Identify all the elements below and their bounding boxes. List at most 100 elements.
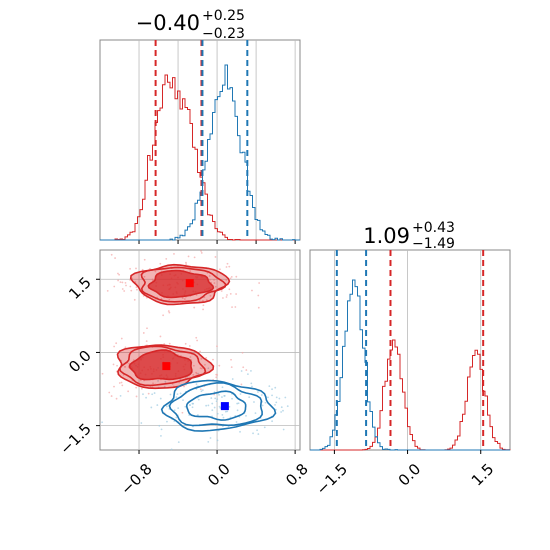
blue-sample-point — [267, 396, 269, 399]
red-sample-point — [125, 284, 127, 287]
red-sample-point — [220, 290, 223, 292]
red-sample-point — [251, 289, 253, 292]
blue-sample-point — [215, 400, 218, 403]
blue-sample-point — [268, 385, 271, 388]
blue-sample-point — [156, 404, 159, 406]
red-sample-point — [199, 388, 202, 391]
red-sample-point — [124, 346, 127, 349]
blue-sample-point — [182, 399, 184, 402]
blue-sample-point — [211, 402, 214, 405]
red-sample-point — [135, 386, 138, 389]
red-sample-point — [200, 357, 203, 360]
red-sample-point — [117, 272, 119, 275]
blue-sample-point — [271, 388, 273, 391]
blue-contour-mid — [168, 381, 263, 427]
blue-sample-point — [271, 420, 273, 423]
red-sample-point — [216, 345, 218, 348]
red-sample-point — [129, 267, 131, 270]
red-sample-point — [230, 275, 233, 278]
red-sample-point — [108, 391, 111, 394]
red-sample-point — [143, 258, 146, 261]
blue-sample-point — [207, 367, 210, 370]
red-sample-point — [115, 342, 118, 345]
blue-sample-point — [166, 420, 168, 423]
blue-sample-point — [210, 397, 213, 399]
blue-sample-point — [200, 390, 203, 393]
blue-sample-point — [218, 393, 220, 396]
blue-sample-point — [239, 430, 241, 433]
red-sample-point — [258, 282, 261, 284]
blue-sample-point — [237, 402, 240, 405]
blue-sample-point — [216, 398, 219, 400]
red-sample-point — [135, 286, 138, 289]
red-sample-point — [200, 367, 203, 370]
blue-sample-point — [286, 405, 289, 408]
blue-histogram — [310, 279, 510, 451]
blue-sample-point — [101, 421, 104, 424]
blue-sample-point — [175, 416, 178, 419]
x-tick-label: −1.5 — [313, 460, 351, 498]
blue-sample-point — [197, 398, 200, 401]
blue-contour-outer — [160, 379, 277, 432]
blue-sample-point — [189, 404, 191, 407]
red-contour-inner — [128, 349, 193, 381]
red-sample-point — [226, 262, 229, 265]
blue-sample-point — [151, 393, 154, 396]
blue-sample-point — [191, 402, 194, 405]
red-sample-point — [225, 296, 228, 298]
blue-sample-point — [250, 370, 252, 372]
red-sample-point — [168, 342, 171, 345]
marginal-x-title-plus: +0.25 — [202, 8, 245, 24]
red-sample-point — [143, 275, 146, 278]
blue-sample-point — [248, 396, 251, 399]
blue-sample-point — [257, 391, 259, 393]
blue-sample-point — [160, 435, 162, 437]
red-sample-point — [135, 395, 138, 398]
red-sample-point — [146, 327, 148, 330]
red-sample-point — [257, 306, 260, 309]
red-sample-point — [127, 390, 130, 393]
red-sample-point — [163, 343, 166, 345]
red-sample-point — [120, 381, 123, 384]
red-sample-point — [123, 290, 126, 292]
blue-sample-point — [221, 386, 224, 389]
red-sample-point — [141, 268, 144, 271]
red-sample-point — [193, 306, 196, 309]
marginal-y-title-plus: +0.43 — [412, 220, 455, 236]
red-sample-point — [106, 289, 109, 292]
blue-sample-point — [119, 394, 122, 397]
blue-sample-point — [145, 396, 147, 399]
x-tick-label: −0.8 — [117, 460, 155, 498]
marginal-x-title-value: −0.40 — [136, 11, 200, 35]
red-sample-point — [218, 364, 221, 367]
red-sample-point — [113, 385, 115, 388]
blue-sample-point — [264, 401, 267, 404]
red-sample-point — [229, 293, 232, 295]
blue-sample-point — [282, 428, 285, 431]
blue-sample-point — [165, 405, 168, 408]
y-tick-label: −1.5 — [56, 420, 94, 458]
red-sample-point — [235, 275, 238, 278]
red-sample-point — [181, 411, 184, 414]
x-tick-label: 0.0 — [395, 460, 425, 490]
red-sample-point — [136, 288, 138, 291]
blue-sample-point — [250, 382, 253, 385]
red-sample-point — [222, 297, 224, 299]
red-sample-point — [142, 332, 145, 334]
blue-sample-point — [207, 440, 210, 443]
x-tick-label: 0.0 — [204, 460, 234, 490]
red-sample-point — [193, 364, 195, 367]
blue-sample-point — [201, 389, 204, 392]
red-marker — [162, 362, 171, 371]
red-sample-point — [228, 265, 231, 268]
red-sample-point — [229, 277, 232, 280]
blue-sample-point — [184, 405, 187, 408]
red-sample-point — [219, 268, 221, 271]
y-tick-label: 1.5 — [65, 273, 95, 303]
red-sample-point — [121, 288, 124, 290]
red-sample-point — [212, 358, 214, 361]
y-tick-label: 0.0 — [65, 347, 95, 377]
blue-sample-point — [175, 396, 178, 398]
red-sample-point — [216, 374, 219, 376]
marginal-y-panel: −1.5 0.0 1.5 1.09 +0.43 −1.49 — [309, 220, 511, 499]
